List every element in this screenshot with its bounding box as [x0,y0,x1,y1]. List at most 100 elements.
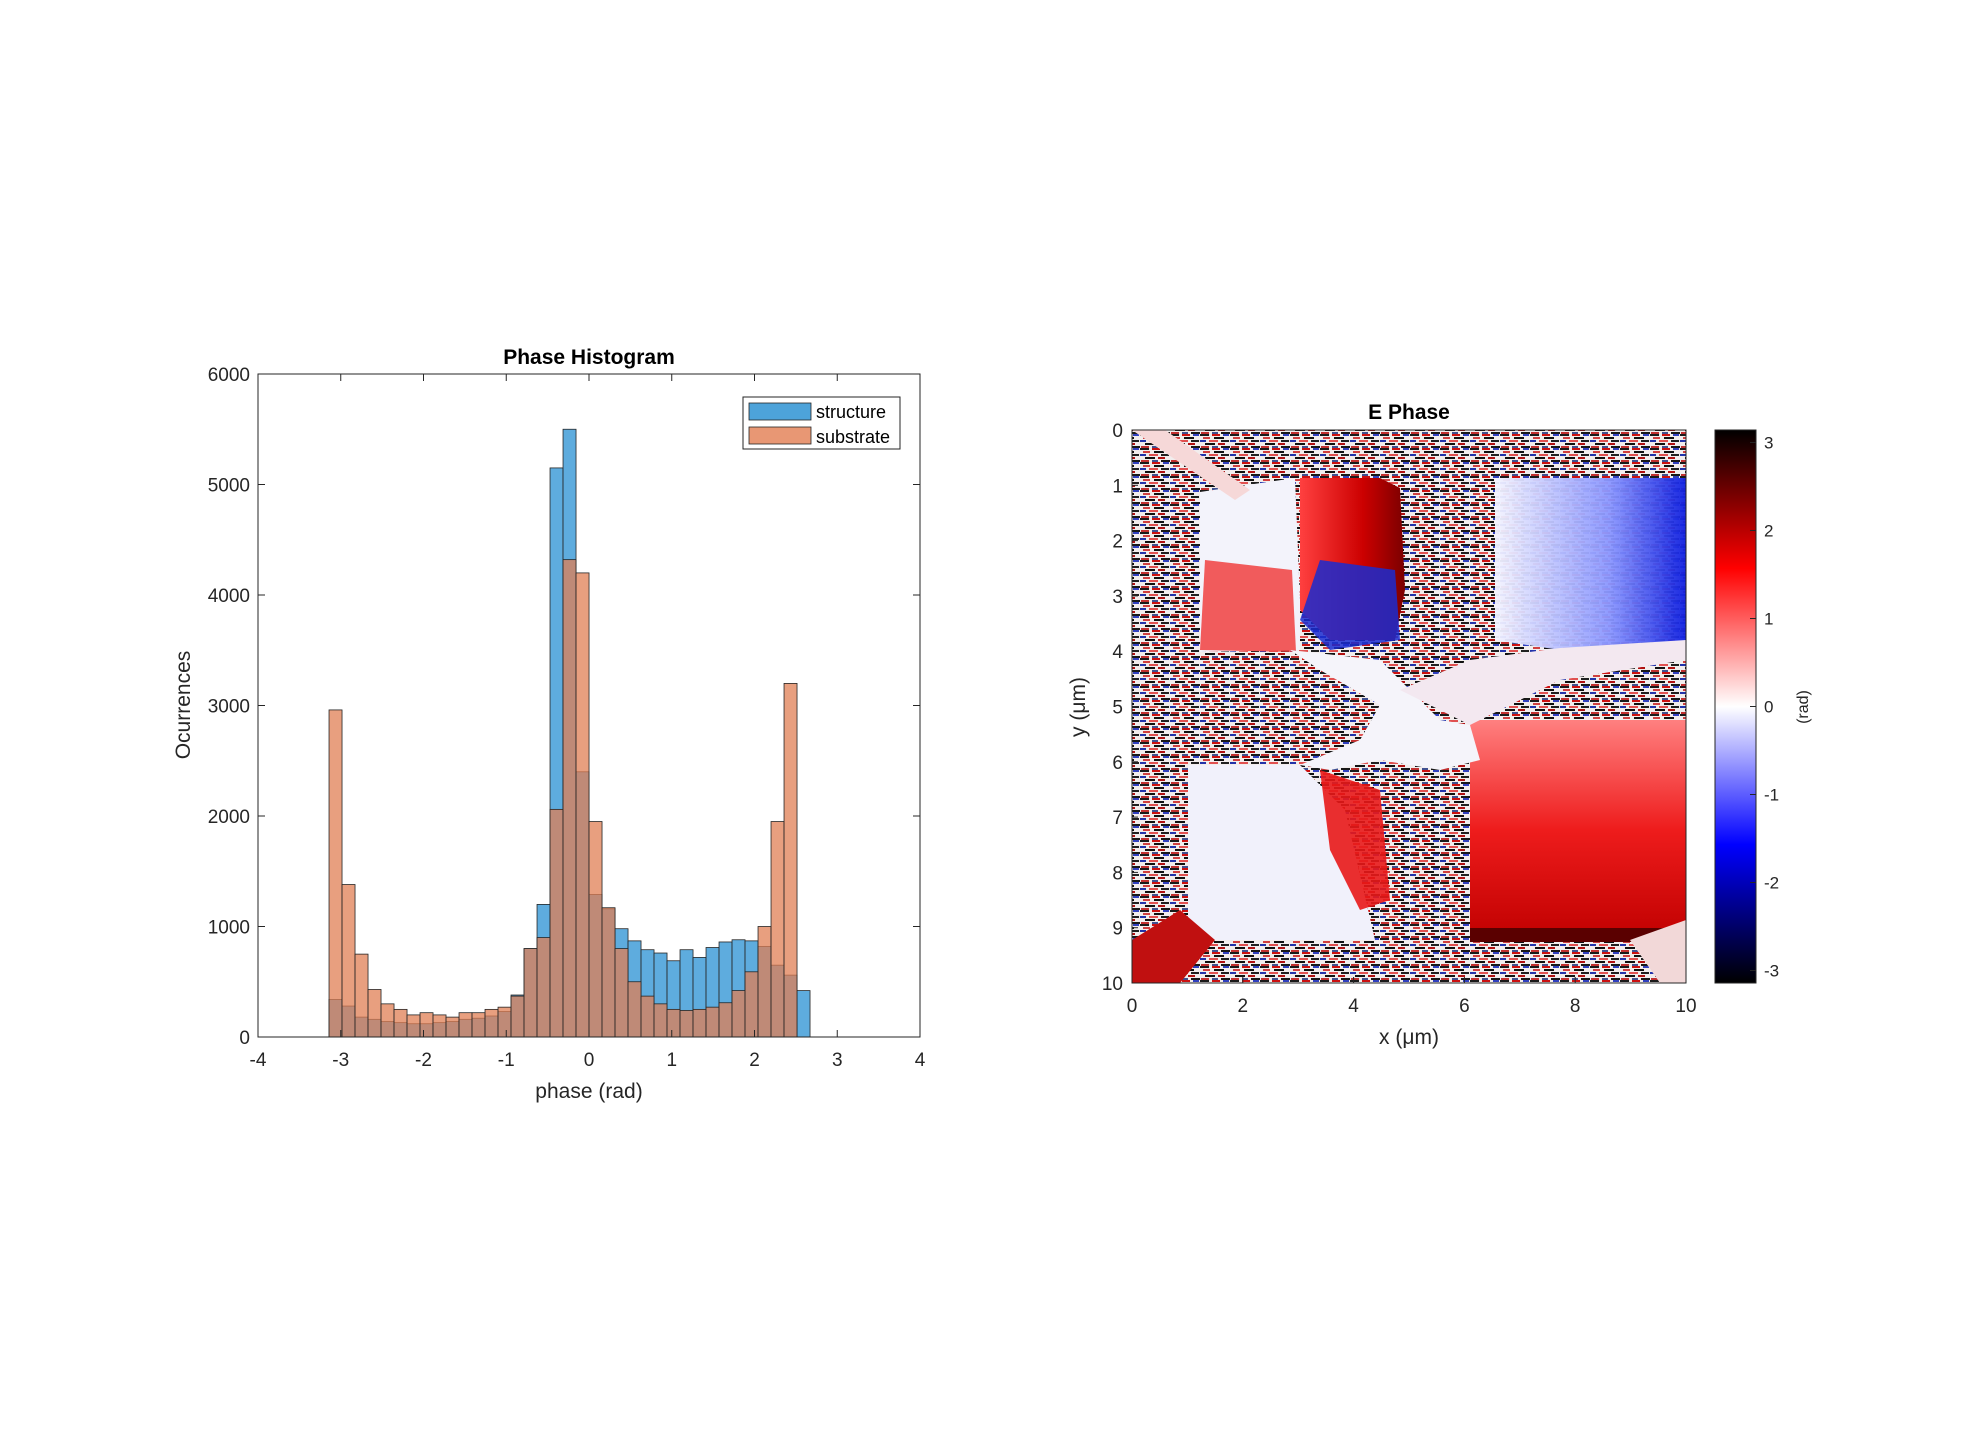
colorbar-tick-label: -2 [1764,874,1779,893]
heatmap-y-tick-label: 10 [1102,974,1123,995]
legend-swatch-structure [748,402,812,421]
hist-bar-substrate-28 [692,1008,707,1038]
hist-bar-substrate-35 [783,683,798,1038]
hist-bar-substrate-10 [458,1012,473,1038]
colorbar-tick-label: 3 [1764,433,1773,452]
hist-x-tick-label: 0 [584,1050,595,1071]
hist-bar-structure-36 [796,990,811,1038]
heatmap-y-tick-label: 8 [1112,863,1123,884]
hist-x-tick-label: -1 [498,1050,515,1071]
hist-bar-substrate-1 [341,884,356,1038]
heatmap-x-tick-label: 0 [1127,996,1138,1017]
heatmap-x-tick-label: 8 [1570,996,1581,1017]
heatmap-x-axis-label: x (μm) [1379,1026,1439,1049]
heatmap-bridge-center [1290,650,1480,770]
hist-x-tick-label: 2 [749,1050,760,1071]
heatmap-x-tick-label: 2 [1238,996,1249,1017]
hist-bar-substrate-26 [666,1008,681,1038]
heatmap-x-tick-label: 10 [1675,996,1696,1017]
hist-bar-substrate-25 [653,1003,668,1038]
heatmap-corner-bottom-right [1630,920,1686,983]
hist-bar-substrate-23 [627,981,642,1038]
heatmap-y-tick-label: 9 [1112,919,1123,940]
heatmap-y-tick-label: 2 [1112,532,1123,553]
heatmap-y-ticks: 0 1 2 3 4 5 6 7 8 9 10 [1102,421,1138,995]
hist-y-tick-label: 0 [239,1028,250,1049]
heatmap-y-tick-label: 3 [1112,587,1123,608]
histogram-y-axis-label: Ocurrences [172,651,195,760]
legend-label-substrate: substrate [816,427,890,447]
hist-bar-substrate-24 [640,995,655,1038]
hist-x-tick-label: 3 [832,1050,843,1071]
hist-bar-substrate-34 [770,821,785,1038]
hist-bar-substrate-12 [484,1008,499,1038]
hist-bar-substrate-31 [731,990,746,1038]
colorbar-tick-label: 1 [1764,609,1773,628]
heatmap-pad-lower-right [1470,720,1686,940]
heatmap-diagonal-upper-left [1132,430,1250,500]
hist-bar-substrate-15 [523,948,538,1038]
heatmap-y-tick-label: 6 [1112,753,1123,774]
histogram-legend: structure substrate [742,396,901,450]
legend-swatch-substrate [748,426,812,445]
hist-bar-substrate-18 [562,559,577,1038]
heatmap-image [1132,430,1686,983]
colorbar-tick-label: 2 [1764,521,1773,540]
colorbar-tick-label: -3 [1764,962,1779,981]
hist-x-tick-label: 4 [915,1050,926,1071]
hist-x-tick-label: -2 [415,1050,432,1071]
hist-bar-substrate-20 [588,821,603,1038]
hist-bar-substrate-0 [328,709,343,1038]
hist-bar-substrate-14 [510,995,525,1038]
heatmap-region-red-upper-left [1200,560,1296,652]
hist-y-tick-label: 4000 [208,586,250,607]
histogram-x-axis-label: phase (rad) [535,1080,642,1103]
colorbar-ticks: -3 -2 -1 0 1 2 3 [1750,433,1779,981]
phase-histogram: -4 -3 -2 -1 0 1 2 3 4 0100020003000400050006000 … [172,346,926,1103]
hist-bar-substrate-32 [744,971,759,1038]
hist-bar-substrate-11 [471,1012,486,1038]
heatmap-region-blue-upper-middle [1300,560,1400,650]
hist-bar-substrate-2 [354,953,369,1038]
heatmap-diagonal-right [1400,640,1686,725]
hist-bar-substrate-33 [757,926,772,1038]
hist-bar-substrate-4 [380,1003,395,1038]
heatmap-y-tick-label: 5 [1112,698,1123,719]
heatmap-pad-upper-right [1495,478,1686,650]
hist-x-tick-label: 1 [666,1050,677,1071]
heatmap-corner-bottom-left [1132,910,1215,983]
heatmap-x-tick-label: 4 [1348,996,1359,1017]
hist-bar-substrate-22 [614,948,629,1038]
hist-x-tick-label: -3 [332,1050,349,1071]
histogram-title: Phase Histogram [503,346,675,369]
heatmap-region-red-lower-middle [1320,770,1390,910]
heatmap-y-tick-label: 4 [1112,642,1123,663]
histogram-y-ticks: 0 1000 2000 3000 4000 5000 6000 [208,365,920,1049]
hist-y-tick-label: 5000 [208,476,250,497]
heatmap-y-tick-label: 0 [1112,421,1123,442]
histogram-x-ticks: -4 -3 -2 -1 0 1 2 3 4 [250,374,926,1071]
heatmap-title: E Phase [1368,401,1450,424]
hist-bar-substrate-3 [367,989,382,1038]
hist-y-tick-label: 3000 [208,697,250,718]
hist-y-tick-label: 1000 [208,918,250,939]
hist-y-tick-label: 6000 [208,365,250,386]
heatmap-dark-edge-lower-right [1470,928,1686,942]
heatmap-x-ticks: 0 2 4 6 8 10 [1127,977,1697,1017]
heatmap-y-axis-label: y (μm) [1067,677,1090,737]
heatmap-x-tick-label: 6 [1459,996,1470,1017]
hist-bar-substrate-6 [406,1014,421,1038]
hist-bar-substrate-7 [419,1012,434,1038]
hist-bar-substrate-13 [497,1006,512,1038]
hist-bar-substrate-16 [536,937,551,1038]
hist-bar-substrate-8 [432,1014,447,1038]
hist-bar-substrate-5 [393,1008,408,1038]
hist-bar-substrate-30 [718,1002,733,1038]
colorbar-tick-label: 0 [1764,698,1773,717]
heatmap-colorbar: -3 -2 -1 0 1 2 3 (rad) [1714,429,1812,984]
hist-bar-substrate-29 [705,1006,720,1038]
colorbar-gradient [1714,429,1757,984]
colorbar-label: (rad) [1795,690,1812,724]
